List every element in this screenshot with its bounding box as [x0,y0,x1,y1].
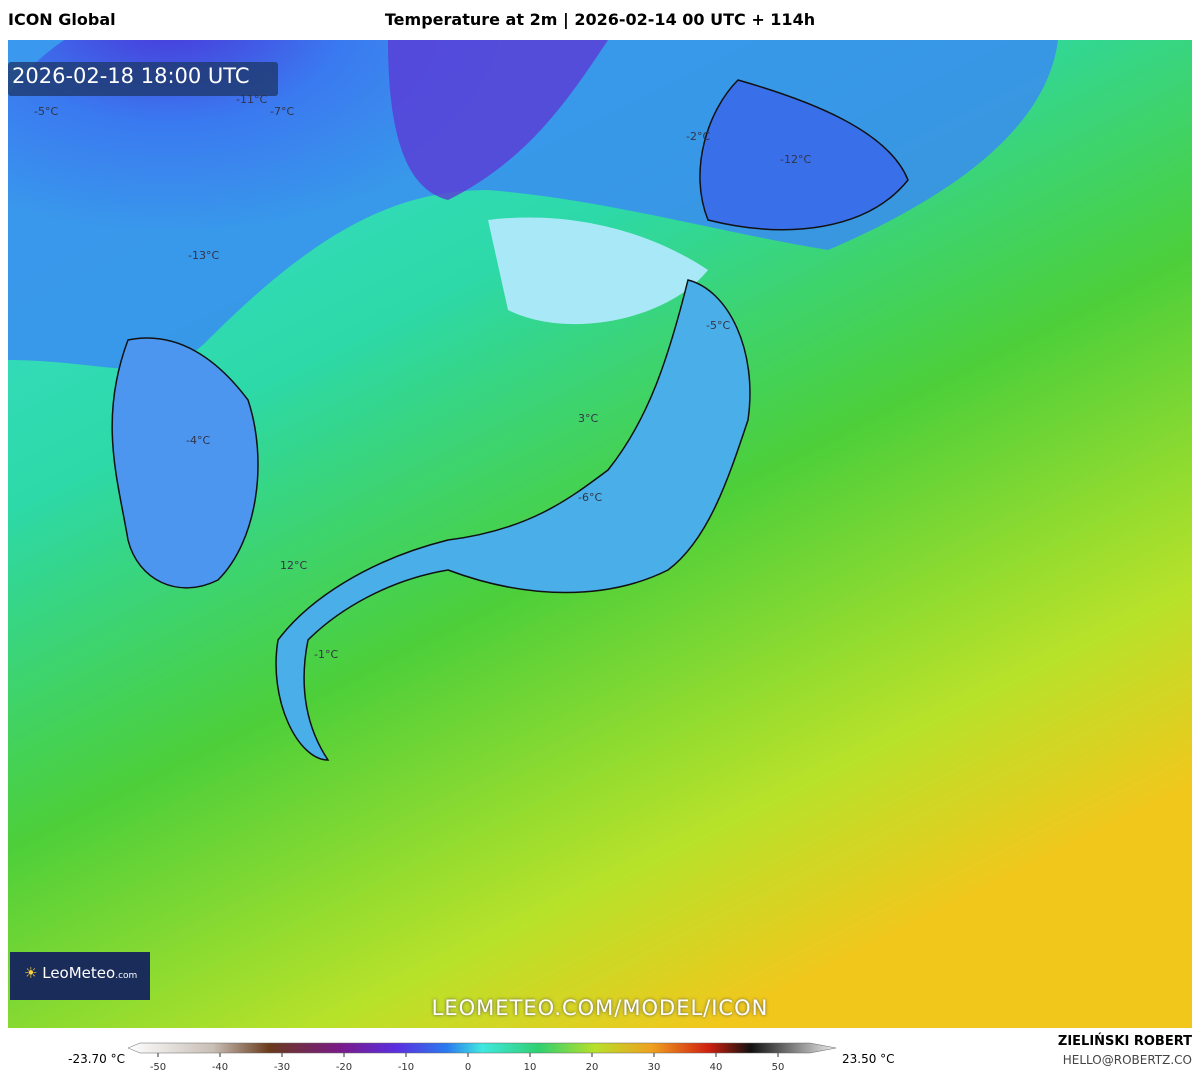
colorbar-tick-label: -30 [274,1062,290,1073]
map-label: 12°C [280,559,308,572]
map-label: -2°C [686,130,711,143]
colorbar-tick-label: 0 [465,1062,471,1073]
colorbar-min: -23.70 °C [68,1052,125,1066]
colorbar-tick-label: 50 [772,1062,785,1073]
map-label: -11°C [236,93,268,106]
map-label: -5°C [706,319,731,332]
colorbar-tick-label: 10 [524,1062,537,1073]
colorbar-max: 23.50 °C [842,1052,895,1066]
map-label: -7°C [270,105,295,118]
author: ZIELIŃSKI ROBERT [1057,1034,1192,1049]
model-name: ICON Global [8,10,116,29]
logo: ☀ LeoMeteo.com [24,964,138,982]
colorbar-tick-label: 30 [648,1062,661,1073]
colorbar-tick-label: -10 [398,1062,414,1073]
colorbar: -50 -40 -30 -20 -10 0 10 20 30 40 50 [127,1042,837,1073]
contact: HELLO@ROBERTZ.CO [1062,1053,1192,1067]
map [8,40,1192,1028]
watermark: LEOMETEO.COM/MODEL/ICON [431,996,769,1020]
map-label: -13°C [188,249,220,262]
colorbar-tick-label: -50 [150,1062,166,1073]
colorbar-tick-label: 20 [586,1062,599,1073]
colorbar-tick-label: -40 [212,1062,228,1073]
map-label: -1°C [314,648,339,661]
colorbar-tick-label: -20 [336,1062,352,1073]
colorbar-tick-label: 40 [710,1062,723,1073]
logo-text: LeoMeteo [42,964,116,982]
title: Temperature at 2m | 2026-02-14 00 UTC + … [384,10,816,29]
valid-time: 2026-02-18 18:00 UTC [12,64,250,88]
map-label: 3°C [578,412,599,425]
map-label: -4°C [186,434,211,447]
logo-suffix: .com [115,971,138,981]
map-label: -12°C [780,153,812,166]
map-label: -5°C [34,105,59,118]
map-label: -6°C [578,491,603,504]
